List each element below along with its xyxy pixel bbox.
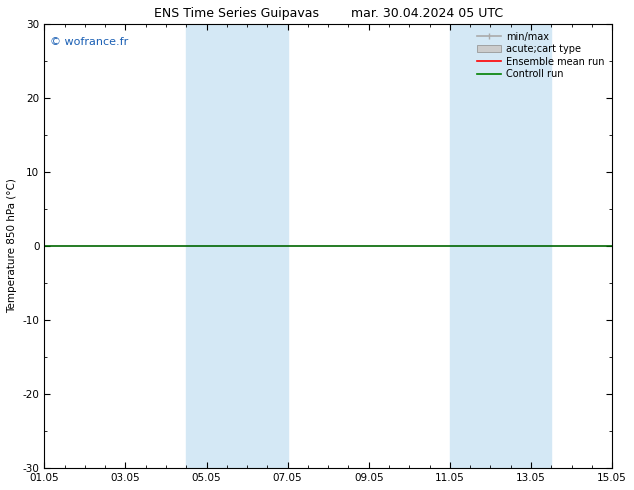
Bar: [186, 24, 288, 468]
Bar: [450, 24, 552, 468]
Text: © wofrance.fr: © wofrance.fr: [50, 37, 128, 47]
Y-axis label: Temperature 850 hPa (°C): Temperature 850 hPa (°C): [7, 178, 17, 314]
Legend: min/max, acute;cart type, Ensemble mean run, Controll run: min/max, acute;cart type, Ensemble mean …: [474, 29, 607, 82]
Title: ENS Time Series Guipavas        mar. 30.04.2024 05 UTC: ENS Time Series Guipavas mar. 30.04.2024…: [153, 7, 503, 20]
